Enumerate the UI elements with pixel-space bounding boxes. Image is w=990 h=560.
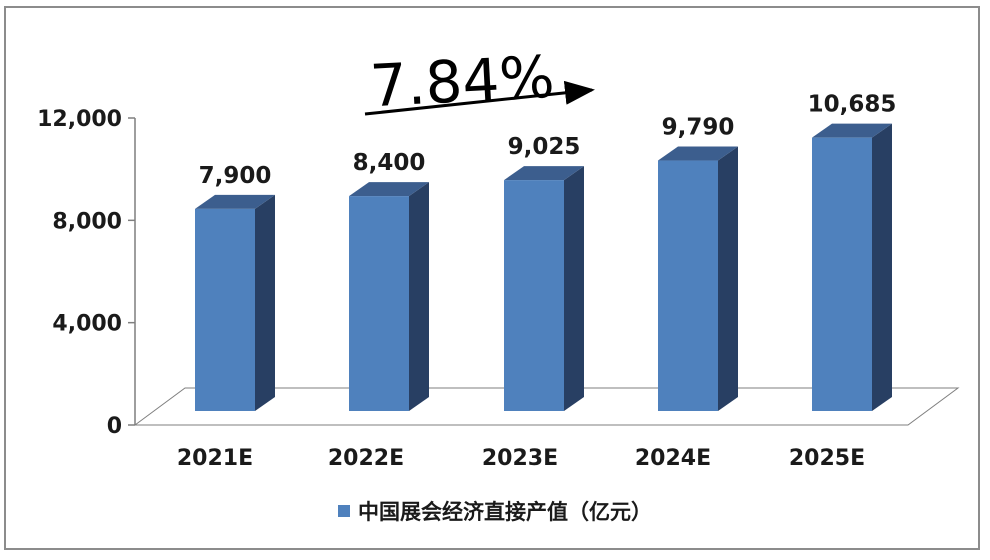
bar-top bbox=[504, 166, 584, 181]
bar-top bbox=[812, 123, 892, 138]
x-tick-label: 2023E bbox=[482, 446, 558, 471]
bar-2023E bbox=[504, 166, 584, 411]
y-tick-label: 0 bbox=[107, 414, 122, 439]
cagr-arrow bbox=[364, 80, 595, 116]
y-tick-label: 4,000 bbox=[52, 312, 122, 337]
bar-top bbox=[195, 194, 275, 209]
bar-side bbox=[718, 146, 738, 411]
data-label: 9,025 bbox=[508, 134, 581, 160]
cagr-label: 7.84% bbox=[368, 43, 556, 121]
y-tick-label: 8,000 bbox=[52, 209, 122, 234]
legend-swatch bbox=[338, 505, 350, 517]
bar-top bbox=[658, 146, 738, 161]
y-tick-label: 12,000 bbox=[37, 107, 122, 132]
bar-2022E bbox=[349, 182, 429, 411]
legend: 中国展会经济直接产值（亿元） bbox=[0, 496, 990, 526]
bar-side bbox=[564, 166, 584, 411]
data-label: 8,400 bbox=[353, 150, 426, 176]
data-label: 10,685 bbox=[808, 92, 897, 118]
bar-front bbox=[658, 160, 718, 411]
bar-2024E bbox=[658, 146, 738, 411]
bar-front bbox=[504, 180, 564, 411]
x-tick-label: 2025E bbox=[789, 446, 865, 471]
bar-top bbox=[349, 182, 429, 197]
bar-side bbox=[872, 123, 892, 411]
bar-side bbox=[255, 194, 275, 411]
bar-2021E bbox=[195, 194, 275, 411]
bar-front bbox=[349, 196, 409, 411]
legend-label: 中国展会经济直接产值（亿元） bbox=[358, 500, 652, 524]
data-label: 7,900 bbox=[199, 163, 272, 189]
bar-2025E bbox=[812, 123, 892, 411]
data-label: 9,790 bbox=[662, 115, 735, 141]
bar-side bbox=[409, 182, 429, 411]
bar-front bbox=[812, 137, 872, 411]
x-tick-label: 2024E bbox=[635, 446, 711, 471]
bar-front bbox=[195, 208, 255, 411]
x-tick-label: 2021E bbox=[177, 446, 253, 471]
x-tick-label: 2022E bbox=[328, 446, 404, 471]
